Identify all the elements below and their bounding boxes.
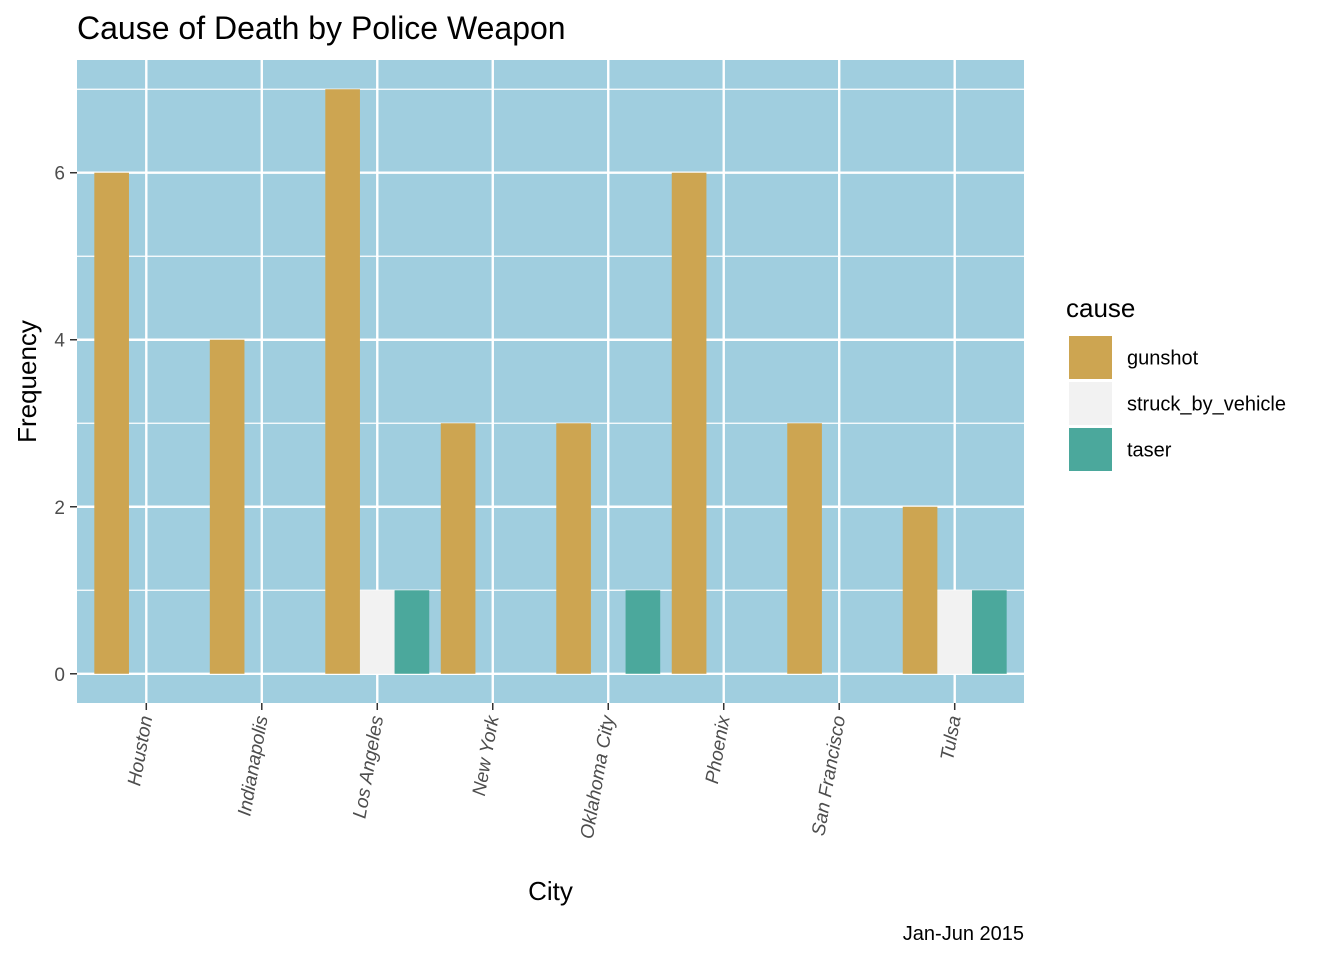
bar-gunshot — [440, 423, 476, 674]
bar-taser — [394, 590, 430, 674]
legend-key-taser — [1069, 428, 1112, 471]
x-tick-label: Los Angeles — [349, 714, 388, 820]
chart-title: Cause of Death by Police Weapon — [77, 10, 566, 46]
legend-title: cause — [1066, 293, 1135, 323]
bar-gunshot — [787, 423, 822, 674]
legend-label-struck_by_vehicle: struck_by_vehicle — [1127, 394, 1286, 416]
legend-key-struck_by_vehicle — [1069, 382, 1112, 425]
bar-taser — [972, 590, 1007, 674]
y-tick-label: 2 — [54, 498, 65, 519]
y-axis-title: Frequency — [12, 320, 42, 443]
y-tick-label: 0 — [54, 665, 65, 686]
bar-struck_by_vehicle — [359, 590, 395, 674]
bar-gunshot — [671, 172, 707, 674]
bar-gunshot — [209, 339, 245, 674]
y-tick-label: 4 — [54, 331, 65, 352]
y-tick-label: 6 — [54, 164, 65, 185]
bar-gunshot — [556, 423, 591, 674]
x-tick-label: San Francisco — [808, 714, 850, 837]
bar-struck_by_vehicle — [937, 590, 973, 674]
chart-caption: Jan-Jun 2015 — [903, 923, 1024, 945]
bar-taser — [625, 590, 661, 674]
x-tick-label: Oklahoma City — [577, 713, 620, 841]
x-axis-title: City — [528, 876, 573, 906]
bar-gunshot — [94, 172, 129, 674]
x-tick-label: Indianapolis — [234, 714, 272, 818]
x-tick-label: Tulsa — [937, 714, 966, 762]
bar-gunshot — [325, 89, 360, 674]
legend-label-gunshot: gunshot — [1127, 348, 1199, 370]
legend-key-gunshot — [1069, 336, 1112, 379]
x-tick-label: New York — [469, 713, 504, 798]
x-tick-label: Houston — [124, 714, 157, 787]
legend-label-taser: taser — [1127, 440, 1172, 462]
x-tick-label: Phoenix — [702, 713, 735, 786]
bar-gunshot — [902, 506, 938, 674]
